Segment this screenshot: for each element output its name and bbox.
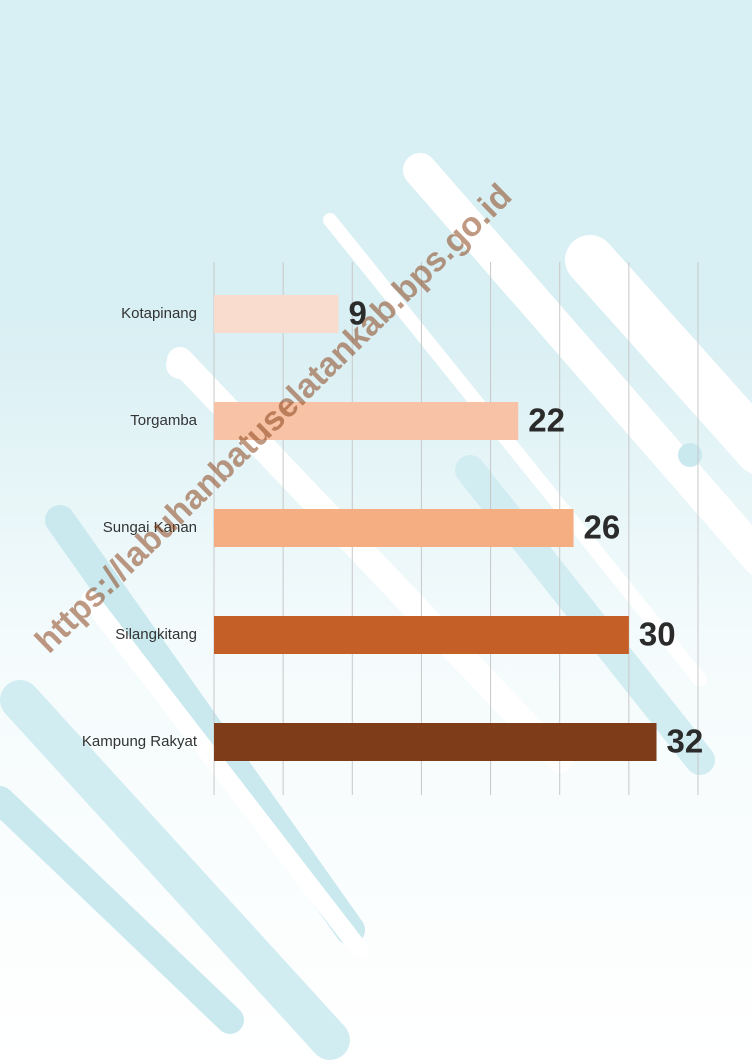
category-label: Kotapinang (121, 305, 197, 322)
chart: Kotapinang9Torgamba22Sungai Kanan26Silan… (0, 0, 752, 1062)
value-label: 32 (667, 723, 704, 760)
bar (214, 509, 574, 547)
category-label: Torgamba (130, 412, 197, 429)
category-label: Silangkitang (115, 626, 197, 643)
bar (214, 723, 657, 761)
bar (214, 295, 338, 333)
category-label: Kampung Rakyat (82, 733, 198, 750)
value-label: 30 (639, 616, 676, 653)
bar (214, 616, 629, 654)
value-label: 26 (584, 509, 621, 546)
value-label: 22 (528, 402, 565, 439)
